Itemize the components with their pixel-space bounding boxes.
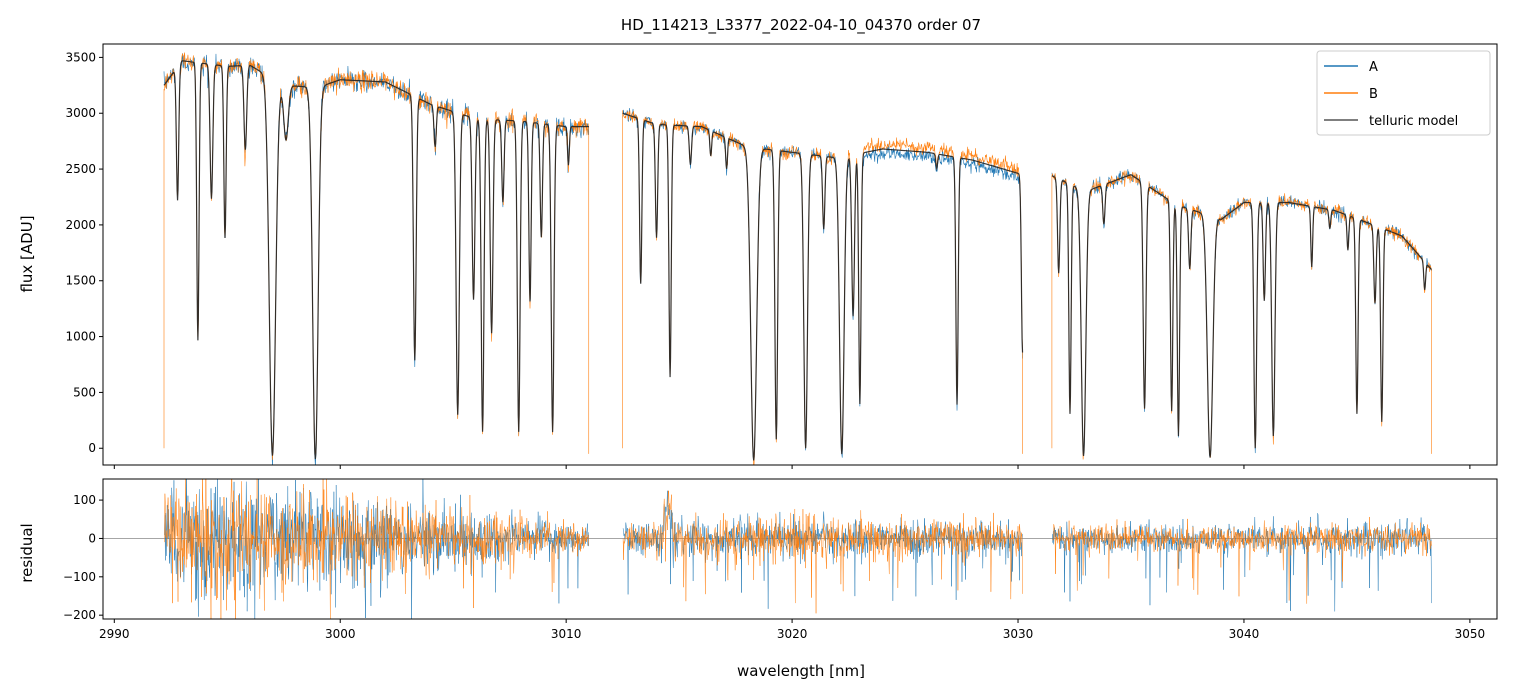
residual-x-tick-label: 3020 (777, 627, 808, 641)
chart-title: HD_114213_L3377_2022-04-10_04370 order 0… (621, 16, 981, 35)
residual-y-tick-label: −100 (63, 570, 96, 584)
residual-y-ticks: −200 −100 0 100 (63, 493, 103, 622)
flux-axes-frame (102, 43, 1498, 466)
telluric-model-line (163, 60, 1432, 461)
residual-x-tick-label: 2990 (99, 627, 130, 641)
flux-x-ticks (113, 465, 1471, 469)
flux-y-tick-label: 2500 (65, 162, 96, 176)
residual-x-ticks: 2990 3000 3010 3020 3030 3040 3050 (99, 619, 1485, 641)
flux-y-tick-label: 1500 (65, 274, 96, 288)
flux-y-tick-label: 1000 (65, 330, 96, 344)
legend-box (1316, 50, 1491, 136)
legend-label-a: A (1369, 60, 1378, 75)
residual-y-tick-label: 100 (73, 493, 96, 507)
flux-plot-area (163, 52, 1432, 465)
residual-y-axis-label: residual (18, 523, 36, 582)
legend-label-b: B (1369, 87, 1378, 102)
residual-y-tick-label: 0 (88, 531, 96, 545)
residual-x-tick-label: 3030 (1003, 627, 1034, 641)
flux-y-ticks: 0 500 1000 1500 2000 2500 3000 3500 (65, 50, 103, 455)
legend: A B telluric model (1316, 50, 1491, 136)
residual-x-tick-label: 3050 (1455, 627, 1486, 641)
flux-y-axis-label: flux [ADU] (18, 215, 36, 292)
flux-y-tick-label: 500 (73, 385, 96, 399)
x-axis-label: wavelength [nm] (737, 662, 865, 680)
residual-b-line (164, 479, 1432, 619)
residual-x-tick-label: 3000 (325, 627, 356, 641)
residual-x-tick-label: 3040 (1229, 627, 1260, 641)
flux-y-tick-label: 3500 (65, 50, 96, 64)
residual-x-tick-label: 3010 (551, 627, 582, 641)
legend-label-telluric: telluric model (1369, 114, 1458, 129)
residual-axes-frame (102, 478, 1498, 620)
residual-panel: −200 −100 0 100 2990 3000 3010 3020 3030 3040 305… (18, 478, 1498, 680)
residual-plot-area (103, 479, 1497, 619)
flux-y-tick-label: 3000 (65, 106, 96, 120)
flux-y-tick-label: 2000 (65, 218, 96, 232)
flux-y-tick-label: 0 (88, 441, 96, 455)
residual-y-tick-label: −200 (63, 608, 96, 622)
